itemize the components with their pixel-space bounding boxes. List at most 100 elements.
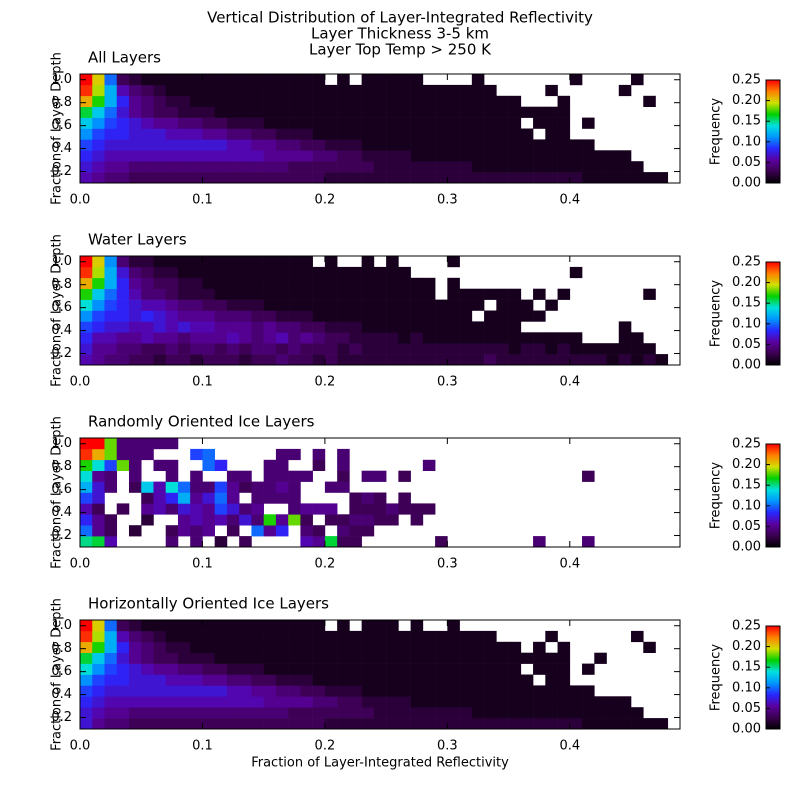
heatmap-cell bbox=[153, 310, 167, 322]
heatmap-cell bbox=[361, 620, 375, 632]
heatmap-cell bbox=[288, 448, 301, 461]
heatmap-cell bbox=[508, 106, 522, 118]
heatmap-cell bbox=[239, 299, 252, 311]
heatmap-cell bbox=[202, 106, 215, 118]
heatmap-cell bbox=[116, 630, 130, 643]
heatmap-cell bbox=[557, 161, 571, 173]
heatmap-cell bbox=[226, 696, 240, 708]
heatmap-cell bbox=[312, 459, 326, 471]
heatmap-cell bbox=[508, 310, 522, 322]
figure-title: Vertical Distribution of Layer-Integrate… bbox=[207, 9, 593, 27]
heatmap-cell bbox=[447, 172, 460, 184]
heatmap-cell bbox=[337, 459, 350, 471]
heatmap-cell bbox=[594, 150, 607, 162]
heatmap-cell bbox=[386, 299, 399, 311]
heatmap-cell bbox=[275, 150, 289, 162]
heatmap-cell bbox=[141, 448, 154, 461]
figure-subtitle: Layer Thickness 3-5 km bbox=[311, 25, 489, 43]
heatmap-cell bbox=[484, 139, 497, 151]
heatmap-cell bbox=[361, 630, 375, 643]
heatmap-cell bbox=[508, 321, 522, 333]
heatmap-cell bbox=[361, 492, 375, 504]
heatmap-cell bbox=[104, 525, 118, 537]
heatmap-cell bbox=[496, 128, 509, 140]
heatmap-cell bbox=[128, 696, 142, 708]
heatmap-cell bbox=[153, 696, 167, 708]
heatmap-cell bbox=[288, 652, 301, 664]
heatmap-cell bbox=[92, 696, 105, 708]
heatmap-cell bbox=[533, 172, 546, 184]
figure-subtitle: Layer Top Temp > 250 K bbox=[309, 41, 492, 59]
heatmap-cell bbox=[141, 266, 154, 279]
heatmap-cell bbox=[165, 150, 179, 162]
heatmap-cell bbox=[569, 718, 583, 730]
heatmap-cell bbox=[141, 277, 154, 289]
heatmap-cell bbox=[239, 310, 252, 322]
heatmap-cell bbox=[643, 172, 656, 184]
heatmap-cell bbox=[239, 536, 252, 548]
heatmap-cell bbox=[373, 310, 387, 322]
heatmap-cell bbox=[410, 514, 424, 526]
heatmap-cell bbox=[545, 354, 558, 366]
heatmap-cell bbox=[141, 514, 154, 526]
heatmap-cell bbox=[631, 161, 644, 173]
heatmap-cell bbox=[92, 448, 105, 461]
heatmap-cell bbox=[275, 139, 289, 151]
heatmap-cell bbox=[422, 277, 436, 289]
heatmap-cell bbox=[312, 525, 326, 537]
heatmap-cell bbox=[80, 256, 93, 268]
heatmap-cell bbox=[312, 448, 326, 461]
heatmap-cell bbox=[288, 470, 301, 482]
heatmap-cell bbox=[80, 106, 93, 118]
heatmap-cell bbox=[533, 652, 546, 664]
heatmap-cell bbox=[373, 343, 387, 355]
heatmap-cell bbox=[361, 685, 375, 697]
y-axis-label: Fraction of Layer Depth bbox=[50, 52, 65, 205]
heatmap-cell bbox=[92, 663, 105, 675]
heatmap-cell bbox=[141, 106, 154, 118]
heatmap-cell bbox=[435, 663, 448, 675]
plot-frame bbox=[79, 619, 681, 730]
heatmap-cell bbox=[324, 84, 338, 97]
heatmap-cell bbox=[239, 354, 252, 366]
heatmap-cell bbox=[165, 438, 179, 450]
heatmap-cell bbox=[459, 652, 473, 664]
heatmap-cell bbox=[251, 707, 264, 719]
heatmap-cell bbox=[141, 481, 154, 493]
heatmap-cell bbox=[349, 95, 362, 107]
heatmap-cell bbox=[324, 172, 338, 184]
heatmap-cell bbox=[459, 718, 473, 730]
heatmap-cell bbox=[128, 106, 142, 118]
heatmap-cell bbox=[202, 161, 215, 173]
heatmap-cell bbox=[92, 299, 105, 311]
heatmap-cell bbox=[312, 718, 326, 730]
heatmap-cell bbox=[349, 161, 362, 173]
heatmap-cell bbox=[533, 354, 546, 366]
heatmap-cell bbox=[141, 492, 154, 504]
heatmap-cell bbox=[398, 707, 411, 719]
heatmap-cell bbox=[80, 84, 93, 97]
heatmap-cell bbox=[594, 696, 607, 708]
heatmap-cell bbox=[288, 718, 301, 730]
heatmap-cell bbox=[484, 707, 497, 719]
heatmap-cell bbox=[226, 95, 240, 107]
heatmap-cell bbox=[300, 707, 313, 719]
heatmap-cell bbox=[92, 438, 105, 450]
heatmap-cell bbox=[643, 718, 656, 730]
heatmap-cell bbox=[141, 150, 154, 162]
heatmap-cell bbox=[92, 620, 105, 632]
heatmap-cell bbox=[349, 641, 362, 653]
heatmap-cell bbox=[141, 139, 154, 151]
heatmap-cell bbox=[398, 718, 411, 730]
heatmap-cell bbox=[337, 707, 350, 719]
y-tick-label: 0.8 bbox=[51, 641, 72, 656]
heatmap-cell bbox=[202, 718, 215, 730]
heatmap-cell bbox=[508, 161, 522, 173]
heatmap-cell bbox=[410, 630, 424, 643]
heatmap-cell bbox=[80, 674, 93, 686]
heatmap-cell bbox=[545, 161, 558, 173]
heatmap-cell bbox=[153, 685, 167, 697]
heatmap-cell bbox=[569, 685, 583, 697]
heatmap-cell bbox=[190, 641, 203, 653]
heatmap-cell bbox=[128, 139, 142, 151]
